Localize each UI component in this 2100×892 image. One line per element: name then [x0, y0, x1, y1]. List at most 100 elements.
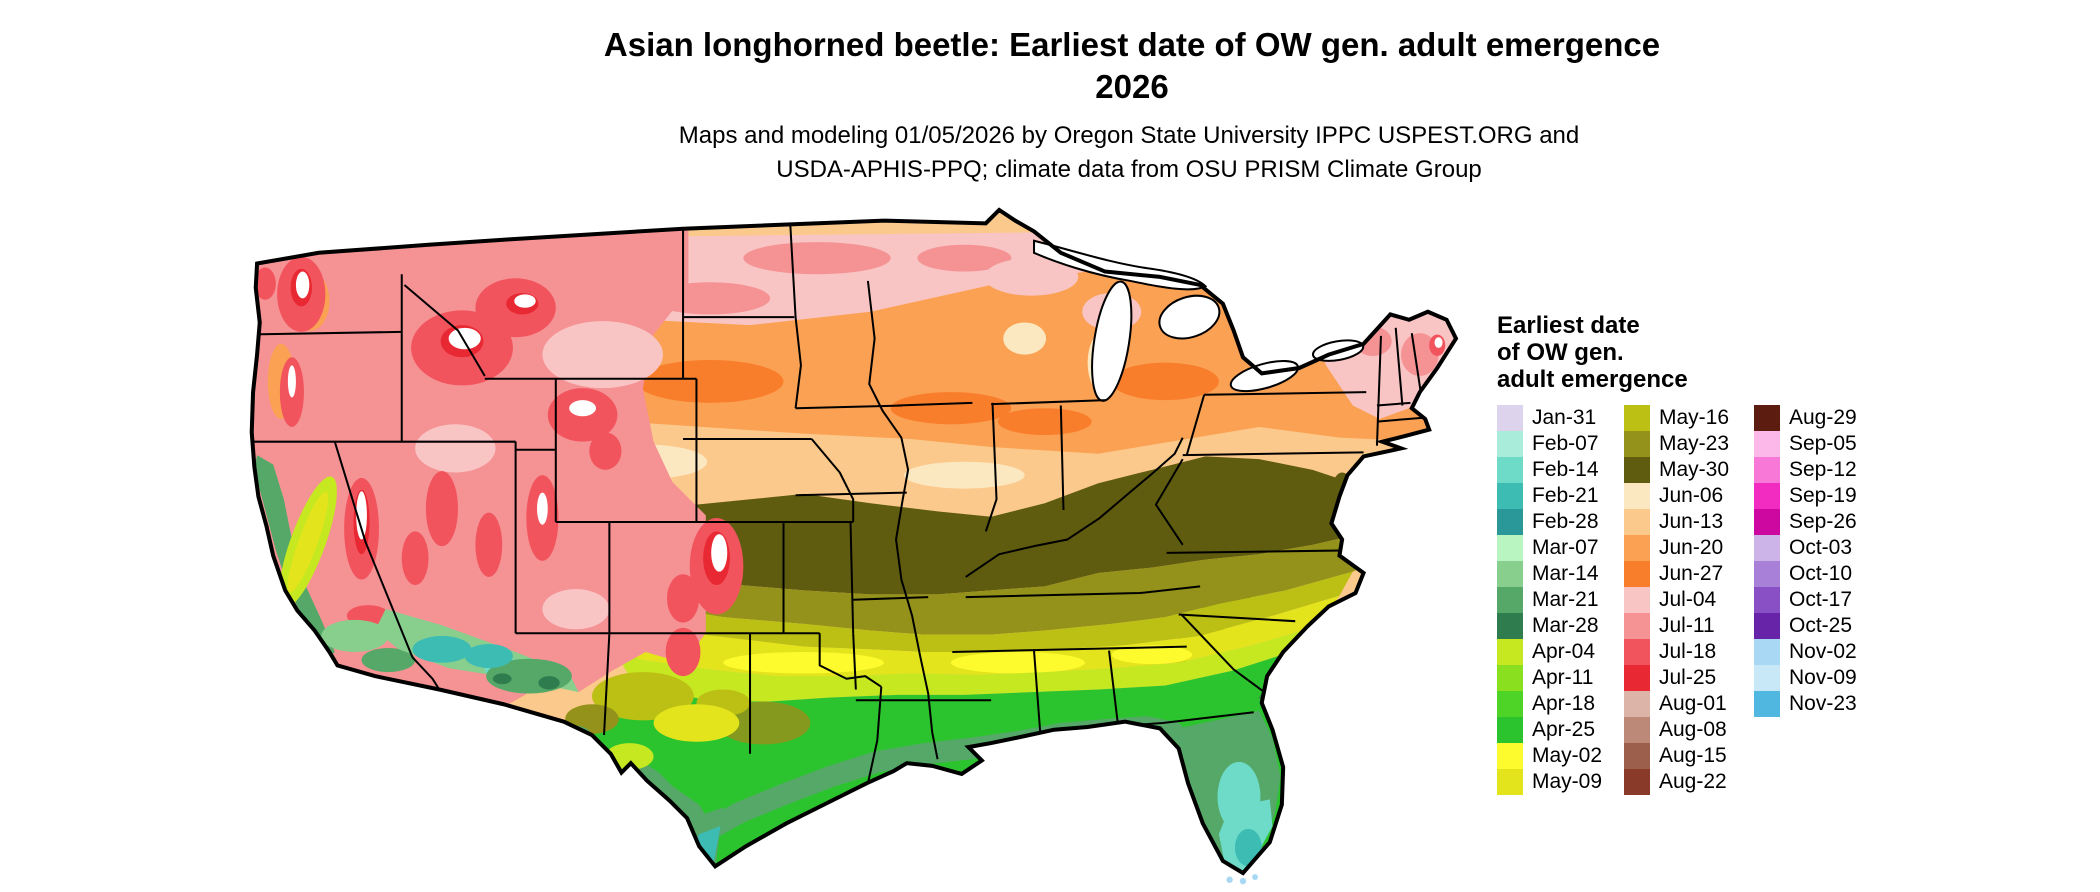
- legend-swatch: [1497, 613, 1523, 639]
- legend-label: Apr-04: [1532, 640, 1596, 663]
- legend-entry: Jun-13: [1624, 509, 1754, 535]
- us-border-outline: [249, 207, 1459, 876]
- legend-entry: Oct-25: [1754, 613, 1884, 639]
- legend-entry: Sep-12: [1754, 457, 1884, 483]
- legend-label: Aug-15: [1659, 744, 1727, 767]
- legend-label: Apr-25: [1532, 718, 1596, 741]
- legend-entry: Apr-04: [1497, 639, 1624, 665]
- legend-swatch: [1624, 431, 1650, 457]
- legend-title: Earliest date of OW gen. adult emergence: [1497, 312, 1917, 393]
- legend-label: Oct-17: [1789, 588, 1853, 611]
- legend-swatch: [1497, 743, 1523, 769]
- legend-column: May-16 May-23 May-30 Jun-06 Jun-13 Jun-20 Jun-…: [1624, 405, 1754, 795]
- legend-swatch: [1624, 509, 1650, 535]
- legend-column: Jan-31 Feb-07 Feb-14 Feb-21 Feb-28 Mar-07 Mar-…: [1497, 405, 1624, 795]
- legend-entry: Aug-01: [1624, 691, 1754, 717]
- legend-swatch: [1754, 665, 1780, 691]
- legend-label: Mar-28: [1532, 614, 1599, 637]
- legend-entry: Aug-22: [1624, 769, 1754, 795]
- legend-label: Jun-20: [1659, 536, 1724, 559]
- legend-label: Nov-09: [1789, 666, 1857, 689]
- legend-entry: Jul-11: [1624, 613, 1754, 639]
- legend-columns: Jan-31 Feb-07 Feb-14 Feb-21 Feb-28 Mar-07 Mar-…: [1497, 405, 1917, 795]
- legend-entry: Jul-25: [1624, 665, 1754, 691]
- legend-label: Jul-04: [1659, 588, 1717, 611]
- legend-swatch: [1497, 405, 1523, 431]
- us-map: [241, 206, 1460, 885]
- legend-swatch: [1624, 561, 1650, 587]
- legend-label: Sep-26: [1789, 510, 1857, 533]
- legend-label: Jun-27: [1659, 562, 1724, 585]
- legend-entry: Mar-28: [1497, 613, 1624, 639]
- legend-entry: May-09: [1497, 769, 1624, 795]
- legend-entry: Jul-04: [1624, 587, 1754, 613]
- legend-swatch: [1624, 457, 1650, 483]
- legend-swatch: [1754, 509, 1780, 535]
- legend-label: Nov-02: [1789, 640, 1857, 663]
- lake-huron: [1158, 294, 1221, 340]
- legend-entry: Jun-06: [1624, 483, 1754, 509]
- legend-swatch: [1754, 483, 1780, 509]
- legend-entry: Aug-08: [1624, 717, 1754, 743]
- legend-label: Jul-18: [1659, 640, 1717, 663]
- legend-entry: May-02: [1497, 743, 1624, 769]
- legend-label: Feb-14: [1532, 458, 1599, 481]
- legend-entry: Jun-27: [1624, 561, 1754, 587]
- legend-swatch: [1497, 431, 1523, 457]
- legend-entry: Feb-14: [1497, 457, 1624, 483]
- legend-swatch: [1624, 483, 1650, 509]
- legend-entry: Sep-05: [1754, 431, 1884, 457]
- legend-swatch: [1754, 587, 1780, 613]
- legend-swatch: [1754, 613, 1780, 639]
- legend-label: Oct-03: [1789, 536, 1853, 559]
- legend-label: Jul-11: [1659, 614, 1715, 637]
- legend-label: Sep-19: [1789, 484, 1857, 507]
- legend-swatch: [1624, 743, 1650, 769]
- legend-label: May-23: [1659, 432, 1730, 455]
- legend-entry: Nov-02: [1754, 639, 1884, 665]
- state-borders: [251, 223, 1426, 784]
- legend-swatch: [1497, 691, 1523, 717]
- map-title-line2: 2026: [1095, 68, 1169, 105]
- legend-entry: Mar-14: [1497, 561, 1624, 587]
- legend-label: Feb-07: [1532, 432, 1599, 455]
- florida-keys: [1226, 874, 1258, 885]
- legend-swatch: [1754, 639, 1780, 665]
- legend-entry: Apr-18: [1497, 691, 1624, 717]
- map-subtitle-line2: USDA-APHIS-PPQ; climate data from OSU PR…: [776, 156, 1482, 183]
- legend-swatch: [1624, 717, 1650, 743]
- legend-entry: Jun-20: [1624, 535, 1754, 561]
- legend-entry: Oct-17: [1754, 587, 1884, 613]
- legend-swatch: [1497, 587, 1523, 613]
- legend-entry: Oct-03: [1754, 535, 1884, 561]
- legend-label: Sep-12: [1789, 458, 1857, 481]
- legend-swatch: [1497, 665, 1523, 691]
- legend-label: Apr-11: [1532, 666, 1594, 689]
- map-title-line1: Asian longhorned beetle: Earliest date o…: [603, 26, 1661, 63]
- legend-label: Jan-31: [1532, 406, 1597, 429]
- legend-entry: Mar-21: [1497, 587, 1624, 613]
- legend-swatch: [1624, 587, 1650, 613]
- legend-title-line2: of OW gen.: [1497, 339, 1624, 366]
- legend-label: Aug-29: [1789, 406, 1857, 429]
- legend-label: May-02: [1532, 744, 1603, 767]
- legend-entry: Nov-23: [1754, 691, 1884, 717]
- legend-label: Mar-14: [1532, 562, 1599, 585]
- legend-entry: Mar-07: [1497, 535, 1624, 561]
- legend-label: May-16: [1659, 406, 1730, 429]
- legend-swatch: [1754, 457, 1780, 483]
- legend-title-line1: Earliest date: [1497, 312, 1640, 339]
- legend-swatch: [1754, 535, 1780, 561]
- legend-swatch: [1624, 769, 1650, 795]
- legend-label: Nov-23: [1789, 692, 1857, 715]
- legend-label: May-09: [1532, 770, 1603, 793]
- legend-label: Mar-21: [1532, 588, 1599, 611]
- map-subtitle-line1: Maps and modeling 01/05/2026 by Oregon S…: [678, 122, 1580, 149]
- legend-swatch: [1624, 405, 1650, 431]
- legend-label: Jul-25: [1659, 666, 1717, 689]
- legend-entry: Feb-28: [1497, 509, 1624, 535]
- legend-swatch: [1497, 535, 1523, 561]
- legend-swatch: [1497, 769, 1523, 795]
- legend-swatch: [1624, 535, 1650, 561]
- legend-entry: Feb-07: [1497, 431, 1624, 457]
